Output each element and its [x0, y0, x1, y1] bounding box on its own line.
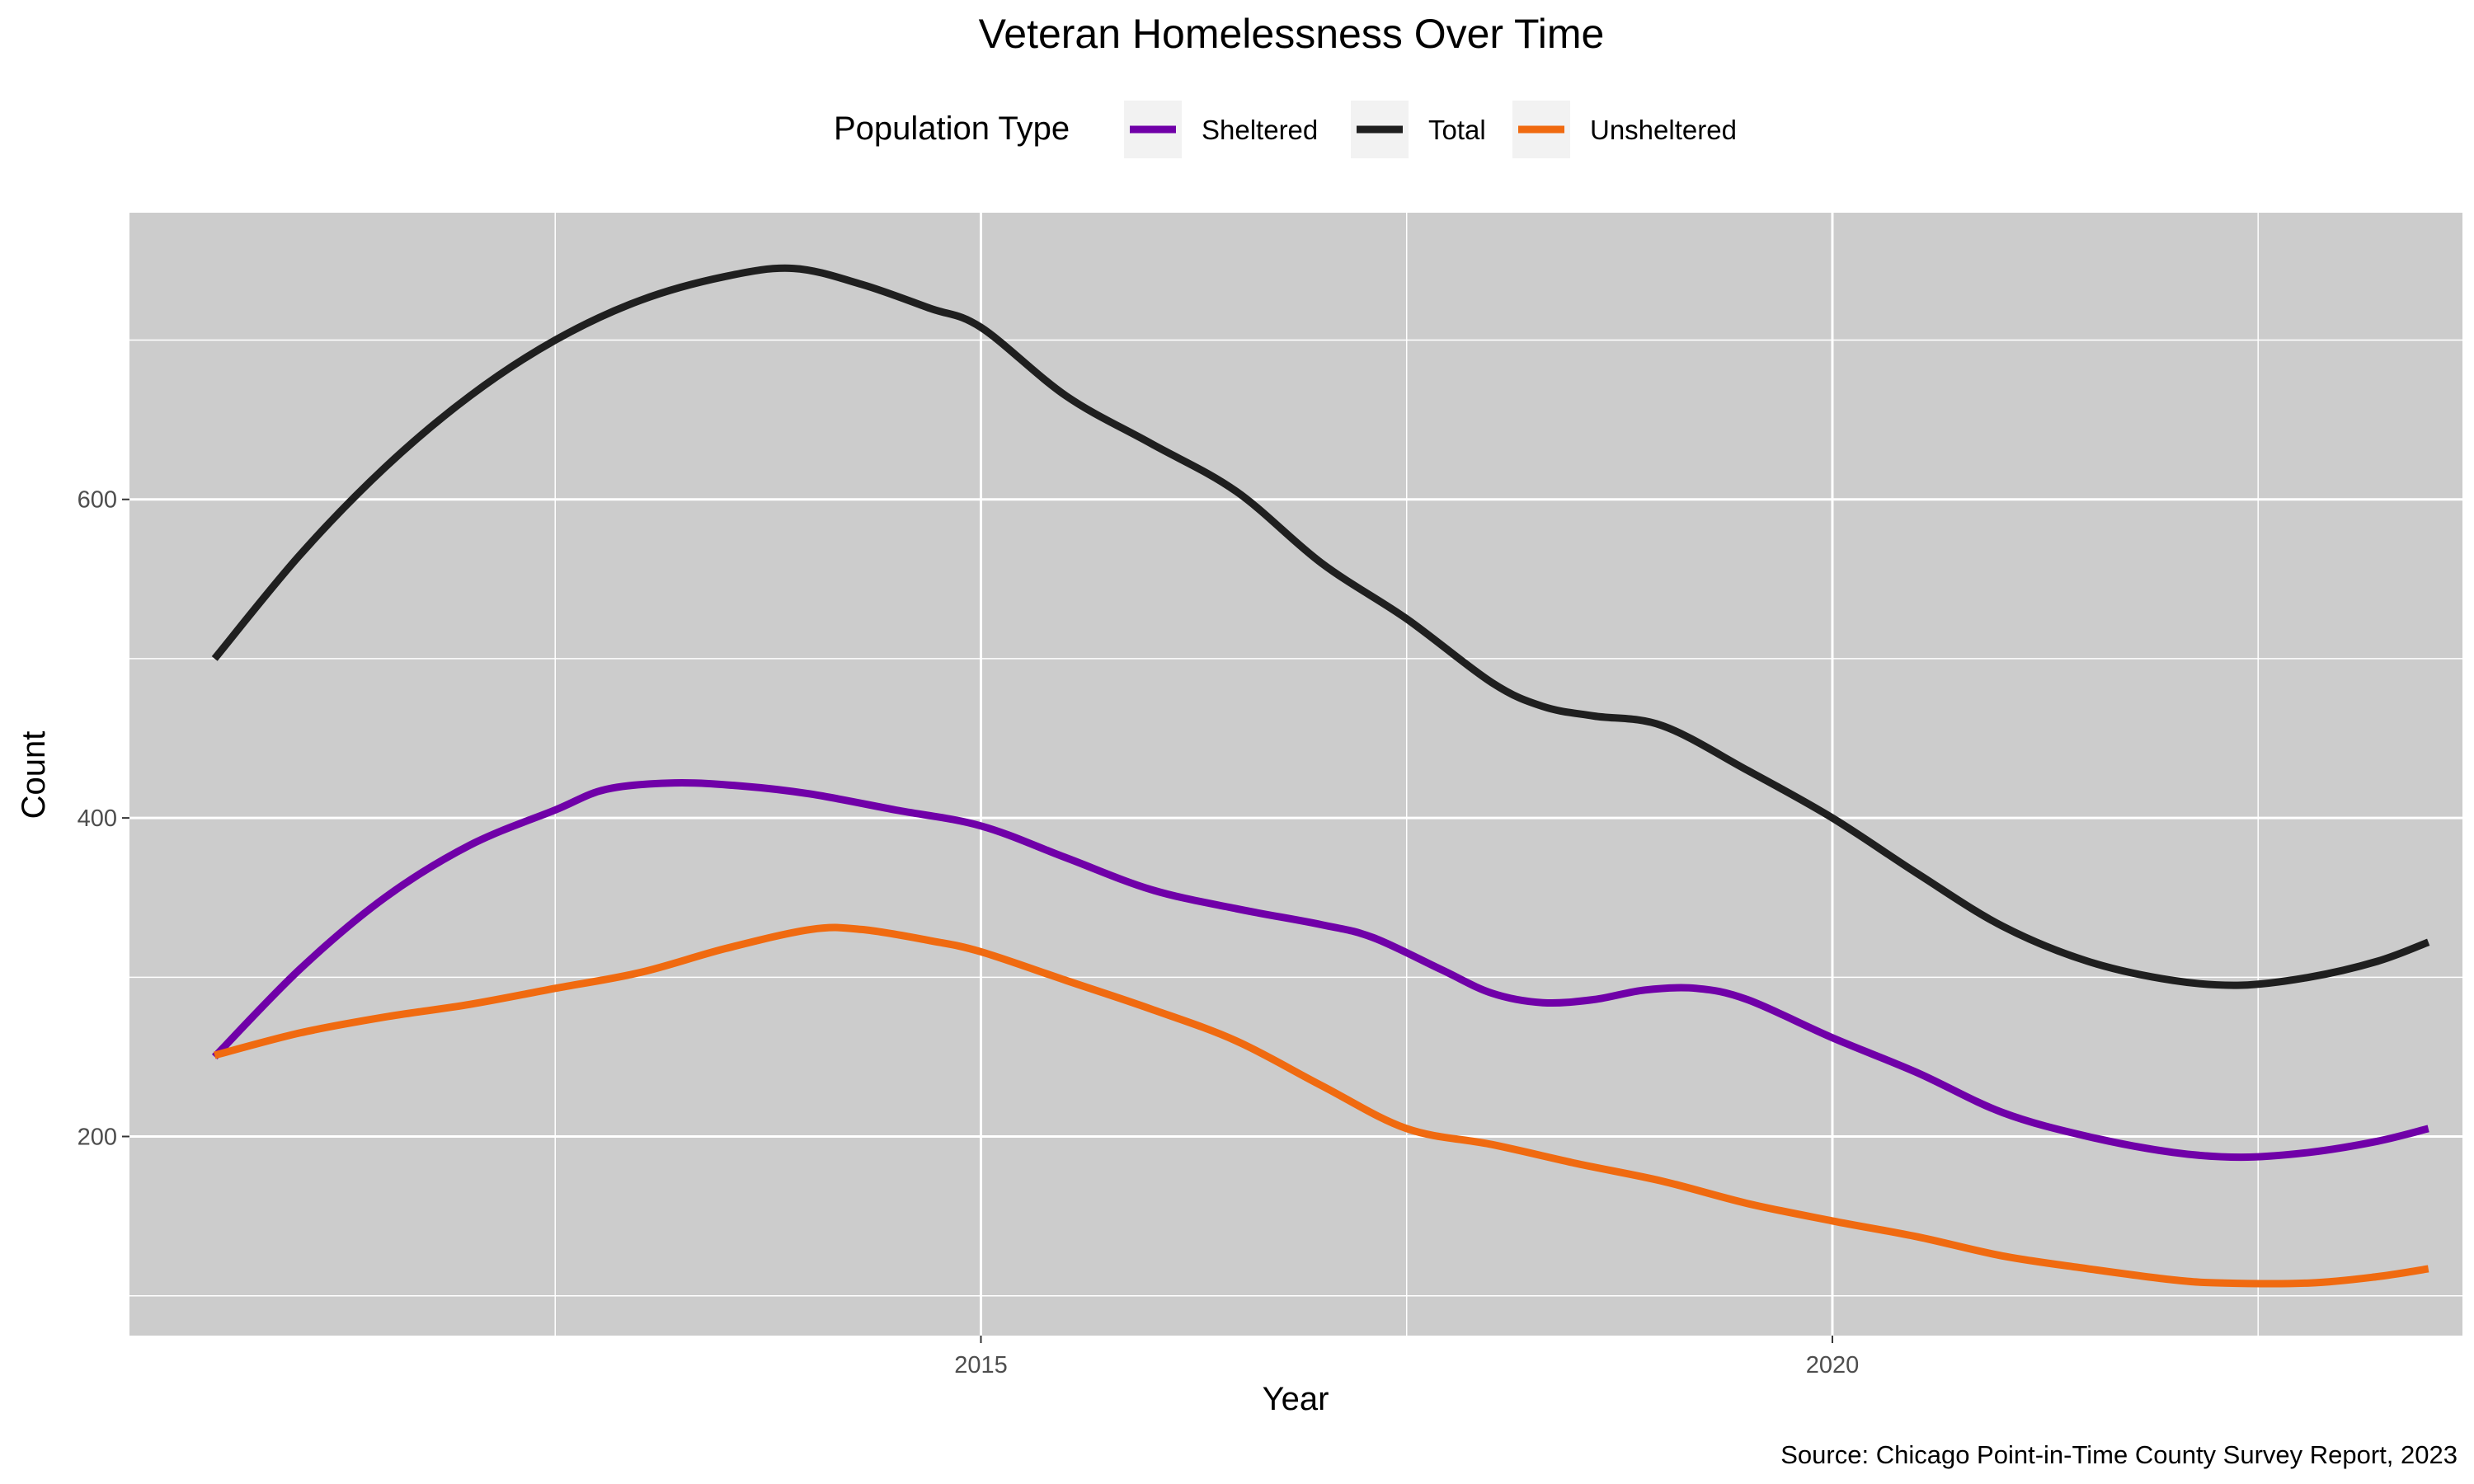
y-tick-label: 400: [78, 805, 117, 832]
y-tick-label: 200: [78, 1125, 117, 1151]
axis-ticks: 2015 2020 200 400 600: [78, 487, 1860, 1378]
legend-title: Population Type: [834, 110, 1070, 147]
source-caption: Source: Chicago Point-in-Time County Sur…: [1780, 1440, 2458, 1469]
y-tick-label: 600: [78, 487, 117, 514]
plot-panel: [129, 213, 2462, 1336]
legend-label-sheltered: Sheltered: [1202, 115, 1318, 145]
legend-items: Sheltered Total Unsheltered: [1124, 101, 1737, 158]
series-line-unsheltered: [214, 923, 2429, 1288]
series-line-total: [211, 264, 2430, 989]
x-axis-title: Year: [1263, 1381, 1329, 1417]
series-lines: [211, 264, 2430, 1288]
chart-title: Veteran Homelessness Over Time: [979, 11, 1605, 57]
x-tick-label: 2015: [954, 1352, 1008, 1378]
x-tick-label: 2020: [1806, 1352, 1860, 1378]
legend-label-unsheltered: Unsheltered: [1590, 115, 1737, 145]
legend: Population Type Sheltered Total Unsheltere…: [834, 101, 1737, 158]
minor-gridlines: [129, 213, 2462, 1336]
series-line-sheltered: [211, 779, 2429, 1162]
y-axis-title: Count: [16, 731, 52, 819]
legend-label-total: Total: [1428, 115, 1486, 145]
